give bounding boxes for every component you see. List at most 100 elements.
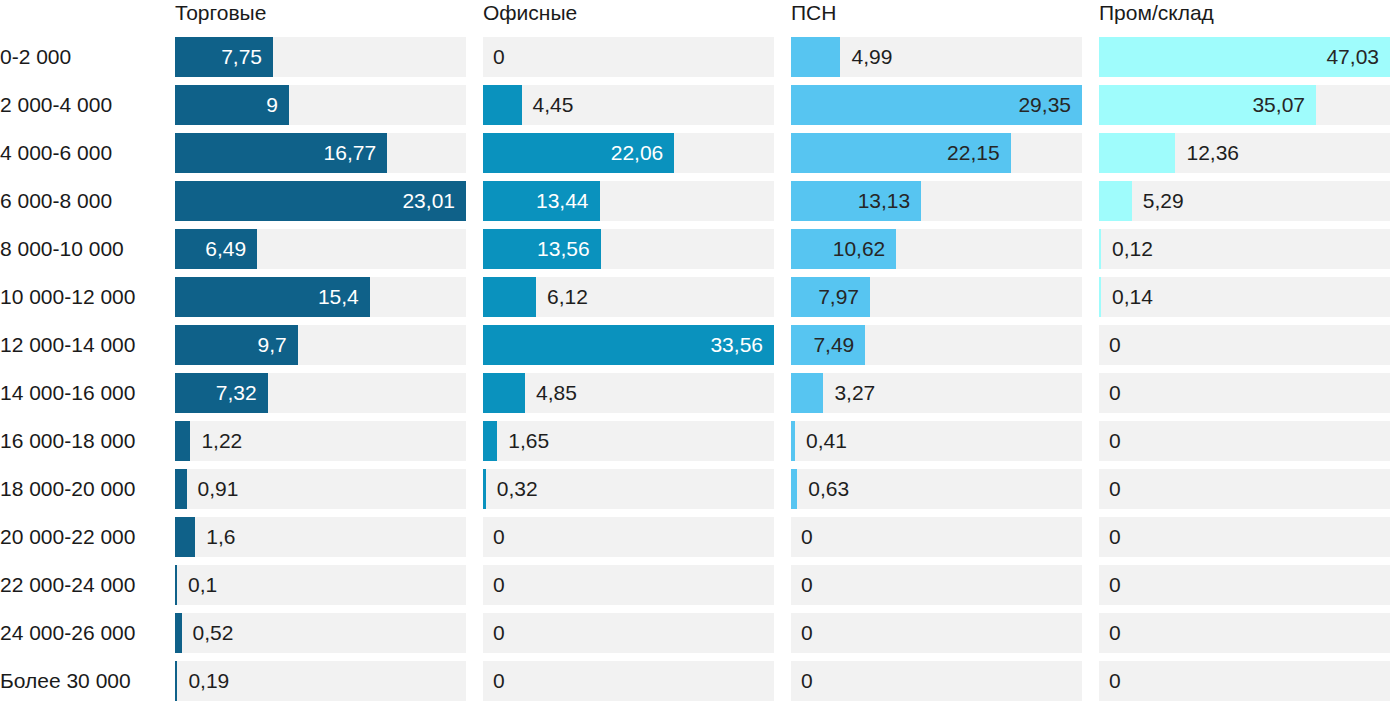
bar-value-label: 22,15	[947, 133, 1000, 173]
bar	[791, 469, 797, 509]
bar-track: 47,03	[1099, 37, 1390, 77]
bar	[175, 517, 195, 557]
bar	[483, 373, 525, 413]
bar-track: 12,36	[1099, 133, 1390, 173]
bar-track: 0	[791, 613, 1082, 653]
bar-track: 6,49	[175, 229, 466, 269]
bar-track: 0	[1099, 517, 1390, 557]
bar-value-label: 9	[266, 85, 278, 125]
bar-value-label: 0	[1109, 325, 1121, 365]
bar-track: 5,29	[1099, 181, 1390, 221]
bar-value-label: 0	[1109, 565, 1121, 605]
bar	[483, 469, 486, 509]
bar	[1099, 181, 1132, 221]
bar-track: 13,13	[791, 181, 1082, 221]
bar-value-label: 1,65	[508, 421, 549, 461]
column-header-4: Пром/склад	[1099, 0, 1390, 29]
bar-value-label: 0,91	[198, 469, 239, 509]
bar-value-label: 7,49	[813, 325, 854, 365]
bar-value-label: 4,99	[851, 37, 892, 77]
bar-track: 33,56	[483, 325, 774, 365]
bar-track: 0	[483, 517, 774, 557]
bar-track: 7,49	[791, 325, 1082, 365]
bar-value-label: 5,29	[1143, 181, 1184, 221]
column-header-3: ПСН	[791, 0, 1082, 29]
bar-value-label: 29,35	[1018, 85, 1071, 125]
bar	[791, 373, 823, 413]
bar-value-label: 0	[493, 613, 505, 653]
bar-value-label: 0	[1109, 661, 1121, 701]
bar-value-label: 0	[1109, 613, 1121, 653]
bar-track: 4,45	[483, 85, 774, 125]
row-label: 16 000-18 000	[0, 421, 158, 461]
bar-track: 0,14	[1099, 277, 1390, 317]
bar-track: 0	[483, 565, 774, 605]
bar-track: 16,77	[175, 133, 466, 173]
bar-value-label: 7,97	[818, 277, 859, 317]
bar-track: 0,1	[175, 565, 466, 605]
bar-value-label: 47,03	[1326, 37, 1379, 77]
bar-value-label: 7,75	[221, 37, 262, 77]
bar-value-label: 12,36	[1186, 133, 1239, 173]
bar-value-label: 0,14	[1112, 277, 1153, 317]
bar-value-label: 6,49	[205, 229, 246, 269]
bar-value-label: 0,19	[188, 661, 229, 701]
bar-value-label: 0	[1109, 373, 1121, 413]
bar	[483, 277, 536, 317]
bar-track: 6,12	[483, 277, 774, 317]
bar-track: 0	[483, 613, 774, 653]
bar-track: 0	[791, 517, 1082, 557]
bar	[175, 661, 177, 701]
bar-track: 0	[1099, 373, 1390, 413]
row-label: 14 000-16 000	[0, 373, 158, 413]
bar-value-label: 7,32	[216, 373, 257, 413]
bar-value-label: 0	[1109, 469, 1121, 509]
bar-track: 29,35	[791, 85, 1082, 125]
bar-track: 0,91	[175, 469, 466, 509]
bar-value-label: 33,56	[710, 325, 763, 365]
bar-value-label: 0,32	[497, 469, 538, 509]
bar	[1099, 277, 1101, 317]
row-label: Более 30 000	[0, 661, 158, 701]
bar-value-label: 16,77	[324, 133, 377, 173]
bar-value-label: 1,22	[201, 421, 242, 461]
bar-track: 0	[1099, 661, 1390, 701]
bar-track: 7,97	[791, 277, 1082, 317]
bar-value-label: 13,13	[858, 181, 911, 221]
bar-value-label: 3,27	[834, 373, 875, 413]
bar-track: 0	[791, 565, 1082, 605]
bar	[175, 469, 187, 509]
bar-value-label: 13,44	[536, 181, 589, 221]
bar-track: 0	[1099, 565, 1390, 605]
bar-value-label: 22,06	[611, 133, 664, 173]
bar-value-label: 0	[1109, 421, 1121, 461]
header-spacer	[0, 0, 158, 29]
bar-value-label: 0	[801, 613, 813, 653]
row-label: 8 000-10 000	[0, 229, 158, 269]
bar-track: 0	[1099, 325, 1390, 365]
bar-track: 9,7	[175, 325, 466, 365]
bar	[483, 85, 522, 125]
bar-track: 13,56	[483, 229, 774, 269]
bar	[791, 421, 795, 461]
bar-track: 0,19	[175, 661, 466, 701]
row-label: 12 000-14 000	[0, 325, 158, 365]
bar-value-label: 0	[1109, 517, 1121, 557]
bar	[175, 421, 190, 461]
bar-track: 7,75	[175, 37, 466, 77]
row-label: 6 000-8 000	[0, 181, 158, 221]
bar-track: 0	[791, 661, 1082, 701]
row-label: 24 000-26 000	[0, 613, 158, 653]
bar-value-label: 6,12	[547, 277, 588, 317]
bar-track: 4,85	[483, 373, 774, 413]
bar-track: 22,06	[483, 133, 774, 173]
row-label: 0-2 000	[0, 37, 158, 77]
bar	[483, 421, 497, 461]
bar-value-label: 0,1	[188, 565, 217, 605]
row-label: 2 000-4 000	[0, 85, 158, 125]
bar-value-label: 0	[493, 37, 505, 77]
bar-track: 0,63	[791, 469, 1082, 509]
bar-track: 4,99	[791, 37, 1082, 77]
bar-track: 23,01	[175, 181, 466, 221]
bar-value-label: 0	[801, 517, 813, 557]
